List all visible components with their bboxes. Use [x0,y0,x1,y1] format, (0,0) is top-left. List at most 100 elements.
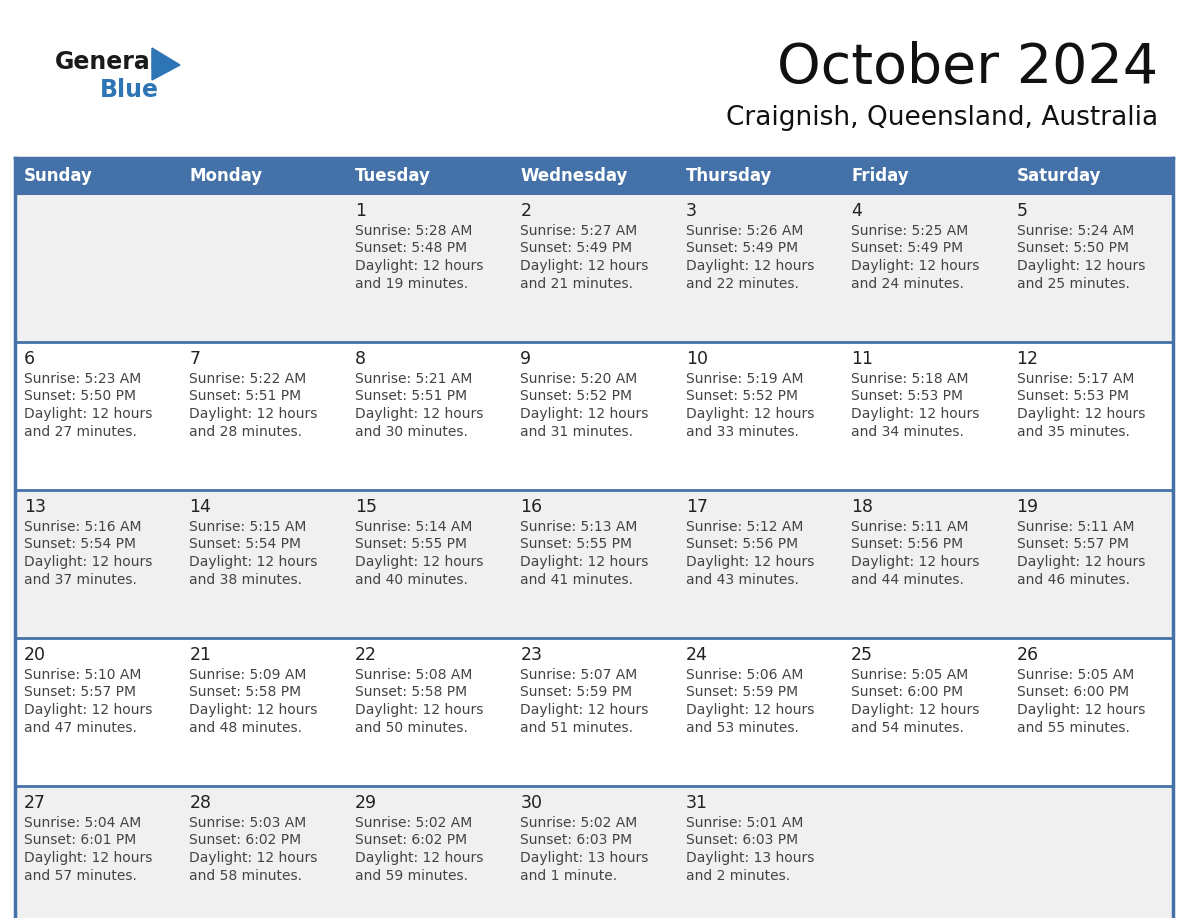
Text: Sunrise: 5:17 AM: Sunrise: 5:17 AM [1017,372,1135,386]
Text: Sunset: 5:48 PM: Sunset: 5:48 PM [355,241,467,255]
Bar [15,638,1173,786]
Bar [15,342,1173,490]
Text: 15: 15 [355,498,377,516]
Text: Sunset: 5:59 PM: Sunset: 5:59 PM [520,686,632,700]
Text: 1: 1 [355,202,366,220]
Text: Sunrise: 5:18 AM: Sunrise: 5:18 AM [851,372,968,386]
Text: and 27 minutes.: and 27 minutes. [24,424,137,439]
Text: Daylight: 12 hours: Daylight: 12 hours [355,703,484,717]
Text: Sunset: 5:58 PM: Sunset: 5:58 PM [189,686,302,700]
Text: and 37 minutes.: and 37 minutes. [24,573,137,587]
Text: and 53 minutes.: and 53 minutes. [685,721,798,734]
Text: Sunrise: 5:07 AM: Sunrise: 5:07 AM [520,668,638,682]
Text: Daylight: 12 hours: Daylight: 12 hours [520,703,649,717]
Text: and 59 minutes.: and 59 minutes. [355,868,468,882]
Text: Saturday: Saturday [1017,167,1101,185]
Text: Sunrise: 5:06 AM: Sunrise: 5:06 AM [685,668,803,682]
Text: Daylight: 12 hours: Daylight: 12 hours [24,555,152,569]
Text: Sunday: Sunday [24,167,93,185]
Text: Daylight: 12 hours: Daylight: 12 hours [1017,259,1145,273]
Text: Sunrise: 5:27 AM: Sunrise: 5:27 AM [520,224,638,238]
Text: 2: 2 [520,202,531,220]
Text: Daylight: 12 hours: Daylight: 12 hours [685,259,814,273]
Text: Daylight: 12 hours: Daylight: 12 hours [685,555,814,569]
Text: Sunrise: 5:21 AM: Sunrise: 5:21 AM [355,372,473,386]
Text: Sunset: 5:49 PM: Sunset: 5:49 PM [685,241,798,255]
Text: 29: 29 [355,794,377,812]
Text: 9: 9 [520,350,531,368]
Text: 30: 30 [520,794,542,812]
Text: Daylight: 12 hours: Daylight: 12 hours [1017,555,1145,569]
Text: Daylight: 12 hours: Daylight: 12 hours [520,407,649,421]
Text: 24: 24 [685,646,708,664]
Text: Thursday: Thursday [685,167,772,185]
Text: Sunrise: 5:05 AM: Sunrise: 5:05 AM [851,668,968,682]
Text: 23: 23 [520,646,542,664]
Text: Sunrise: 5:23 AM: Sunrise: 5:23 AM [24,372,141,386]
Polygon shape [152,48,181,80]
Text: Sunset: 5:54 PM: Sunset: 5:54 PM [189,538,302,552]
Text: Sunrise: 5:09 AM: Sunrise: 5:09 AM [189,668,307,682]
Text: Daylight: 12 hours: Daylight: 12 hours [1017,407,1145,421]
Text: Craignish, Queensland, Australia: Craignish, Queensland, Australia [726,105,1158,131]
Text: Sunrise: 5:12 AM: Sunrise: 5:12 AM [685,520,803,534]
Text: Sunset: 5:51 PM: Sunset: 5:51 PM [189,389,302,404]
Text: 28: 28 [189,794,211,812]
Text: and 40 minutes.: and 40 minutes. [355,573,468,587]
Text: and 28 minutes.: and 28 minutes. [189,424,303,439]
Text: Sunrise: 5:15 AM: Sunrise: 5:15 AM [189,520,307,534]
Text: Sunrise: 5:11 AM: Sunrise: 5:11 AM [851,520,968,534]
Text: 18: 18 [851,498,873,516]
Text: Sunrise: 5:28 AM: Sunrise: 5:28 AM [355,224,473,238]
Text: Sunrise: 5:20 AM: Sunrise: 5:20 AM [520,372,638,386]
Text: and 50 minutes.: and 50 minutes. [355,721,468,734]
Text: 5: 5 [1017,202,1028,220]
Text: Sunrise: 5:04 AM: Sunrise: 5:04 AM [24,816,141,830]
Text: Sunrise: 5:19 AM: Sunrise: 5:19 AM [685,372,803,386]
Text: and 47 minutes.: and 47 minutes. [24,721,137,734]
Text: Sunrise: 5:02 AM: Sunrise: 5:02 AM [355,816,472,830]
Text: 6: 6 [24,350,36,368]
Text: Daylight: 13 hours: Daylight: 13 hours [520,851,649,865]
Text: Sunset: 6:02 PM: Sunset: 6:02 PM [189,834,302,847]
Text: Sunrise: 5:24 AM: Sunrise: 5:24 AM [1017,224,1133,238]
Text: Daylight: 12 hours: Daylight: 12 hours [1017,703,1145,717]
Text: and 43 minutes.: and 43 minutes. [685,573,798,587]
Text: 7: 7 [189,350,201,368]
Text: Sunrise: 5:02 AM: Sunrise: 5:02 AM [520,816,638,830]
Text: Daylight: 12 hours: Daylight: 12 hours [189,555,318,569]
Text: Sunset: 5:55 PM: Sunset: 5:55 PM [520,538,632,552]
Text: Sunset: 5:52 PM: Sunset: 5:52 PM [685,389,797,404]
Text: Sunset: 6:03 PM: Sunset: 6:03 PM [520,834,632,847]
Text: and 33 minutes.: and 33 minutes. [685,424,798,439]
Text: Daylight: 12 hours: Daylight: 12 hours [520,259,649,273]
Bar [15,490,1173,638]
Text: and 1 minute.: and 1 minute. [520,868,618,882]
Text: Sunrise: 5:26 AM: Sunrise: 5:26 AM [685,224,803,238]
Text: Sunrise: 5:22 AM: Sunrise: 5:22 AM [189,372,307,386]
Text: and 58 minutes.: and 58 minutes. [189,868,303,882]
Text: Daylight: 12 hours: Daylight: 12 hours [851,407,980,421]
Text: Daylight: 12 hours: Daylight: 12 hours [189,851,318,865]
Text: Sunset: 5:49 PM: Sunset: 5:49 PM [520,241,632,255]
Text: Sunset: 5:50 PM: Sunset: 5:50 PM [24,389,135,404]
Text: Sunrise: 5:08 AM: Sunrise: 5:08 AM [355,668,473,682]
Text: Daylight: 12 hours: Daylight: 12 hours [355,407,484,421]
Text: 3: 3 [685,202,696,220]
Text: 21: 21 [189,646,211,664]
Text: 13: 13 [24,498,46,516]
Text: 14: 14 [189,498,211,516]
Text: 26: 26 [1017,646,1038,664]
Text: Daylight: 12 hours: Daylight: 12 hours [24,407,152,421]
Text: and 51 minutes.: and 51 minutes. [520,721,633,734]
Text: Sunset: 5:50 PM: Sunset: 5:50 PM [1017,241,1129,255]
Text: Sunrise: 5:01 AM: Sunrise: 5:01 AM [685,816,803,830]
Text: Sunrise: 5:13 AM: Sunrise: 5:13 AM [520,520,638,534]
Bar [15,786,1173,918]
Text: Sunrise: 5:11 AM: Sunrise: 5:11 AM [1017,520,1135,534]
Text: Sunset: 5:59 PM: Sunset: 5:59 PM [685,686,798,700]
Text: and 19 minutes.: and 19 minutes. [355,276,468,290]
Text: 8: 8 [355,350,366,368]
Text: Sunset: 5:51 PM: Sunset: 5:51 PM [355,389,467,404]
Text: and 48 minutes.: and 48 minutes. [189,721,303,734]
